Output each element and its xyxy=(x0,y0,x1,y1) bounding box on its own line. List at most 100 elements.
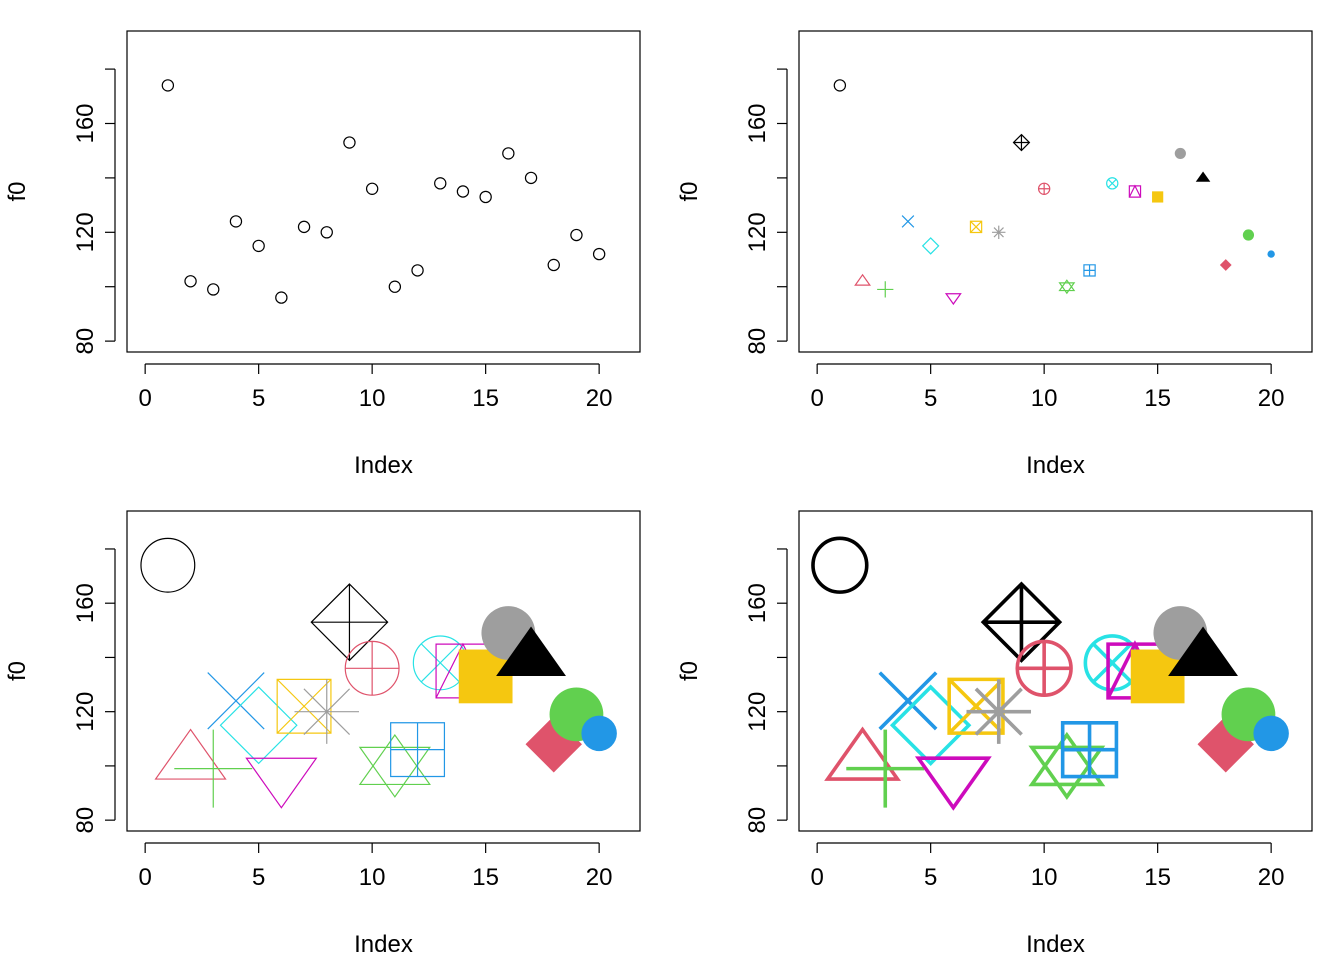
data-point xyxy=(388,280,402,293)
x-tick-label: 15 xyxy=(472,864,499,891)
data-point xyxy=(824,726,901,781)
y-tick-label: 160 xyxy=(744,103,771,143)
data-point xyxy=(344,640,400,696)
data-point xyxy=(252,239,265,253)
data-point xyxy=(854,273,871,286)
data-points xyxy=(811,536,1289,811)
data-point xyxy=(411,264,424,277)
y-tick-label: 120 xyxy=(744,212,771,252)
data-point xyxy=(294,679,360,744)
data-point xyxy=(184,275,197,288)
x-tick-label: 5 xyxy=(252,385,265,412)
y-tick-label: 160 xyxy=(72,103,99,143)
data-point xyxy=(524,171,538,185)
x-tick-label: 10 xyxy=(1031,385,1058,412)
y-tick-label: 120 xyxy=(744,692,771,732)
data-point xyxy=(966,679,1032,744)
x-tick-label: 20 xyxy=(586,385,613,412)
data-point xyxy=(1219,259,1232,271)
x-axis-label: Index xyxy=(1026,931,1085,958)
x-tick-label: 10 xyxy=(359,385,386,412)
data-point xyxy=(581,715,617,752)
y-tick-label: 160 xyxy=(744,583,771,623)
x-tick-label: 5 xyxy=(924,385,937,412)
data-point xyxy=(390,722,446,778)
data-point xyxy=(479,190,492,204)
x-axis-label: Index xyxy=(354,452,413,479)
x-tick-label: 15 xyxy=(1144,864,1171,891)
x-tick-label: 0 xyxy=(138,385,151,412)
plot-frame xyxy=(798,510,1313,832)
data-point xyxy=(229,215,243,228)
data-point xyxy=(207,672,265,730)
data-point xyxy=(456,185,470,198)
x-tick-label: 10 xyxy=(359,864,386,891)
y-tick-label: 80 xyxy=(72,807,99,834)
panel-top-left: 0 5 10 15 20 80 120 160 Index f0 xyxy=(4,30,641,479)
y-axis-label: f0 xyxy=(676,661,703,681)
data-point xyxy=(1168,626,1238,676)
data-point xyxy=(434,177,447,190)
y-tick-label: 80 xyxy=(72,328,99,355)
data-point xyxy=(1267,250,1275,258)
data-point xyxy=(161,79,175,92)
x-tick-label: 15 xyxy=(472,385,499,412)
data-point xyxy=(833,79,847,92)
panel-bottom-right: 0 5 10 15 20 80 120 160 Index f0 xyxy=(676,510,1313,958)
data-point xyxy=(901,215,915,228)
data-point xyxy=(1253,715,1289,752)
data-point xyxy=(1058,279,1076,295)
data-point xyxy=(969,220,983,234)
y-axis-label: f0 xyxy=(4,181,31,201)
data-points xyxy=(161,79,606,304)
data-point xyxy=(1012,133,1031,152)
data-point xyxy=(140,537,196,593)
data-point xyxy=(502,147,515,160)
data-point xyxy=(219,686,298,765)
y-tick-label: 80 xyxy=(744,807,771,834)
data-point xyxy=(207,283,220,296)
x-tick-label: 5 xyxy=(252,864,265,891)
data-point xyxy=(878,671,938,731)
data-point xyxy=(914,756,992,811)
data-point xyxy=(811,536,869,594)
data-point xyxy=(846,729,925,808)
data-point xyxy=(496,626,566,676)
data-point xyxy=(980,581,1063,663)
y-axis-label: f0 xyxy=(676,181,703,201)
data-point xyxy=(310,583,389,662)
plot-frame xyxy=(126,30,641,353)
data-point xyxy=(297,220,311,234)
data-point xyxy=(1060,720,1119,779)
y-axis-label: f0 xyxy=(4,661,31,681)
data-point xyxy=(547,258,560,272)
data-point xyxy=(320,226,333,239)
data-point xyxy=(1083,264,1096,277)
y-tick-label: 120 xyxy=(72,692,99,732)
data-point xyxy=(343,136,356,149)
x-tick-label: 15 xyxy=(1144,385,1171,412)
data-points xyxy=(833,79,1275,306)
plot-frame xyxy=(126,510,641,832)
data-point xyxy=(174,729,253,808)
data-point xyxy=(1015,639,1073,697)
x-axis-label: Index xyxy=(354,931,413,958)
data-point xyxy=(1037,182,1051,195)
data-point xyxy=(1128,184,1142,198)
y-tick-label: 80 xyxy=(744,328,771,355)
data-point xyxy=(276,678,332,734)
data-point xyxy=(1106,177,1119,190)
x-tick-label: 20 xyxy=(1258,385,1285,412)
data-point xyxy=(570,228,583,242)
x-tick-label: 20 xyxy=(586,864,613,891)
data-point xyxy=(1174,147,1186,160)
data-point xyxy=(947,677,1005,735)
plot-frame xyxy=(798,30,1313,353)
x-tick-label: 0 xyxy=(810,385,823,412)
data-point xyxy=(877,281,894,298)
data-point xyxy=(592,247,606,261)
y-tick-label: 160 xyxy=(72,583,99,623)
data-point xyxy=(1028,731,1106,800)
data-points xyxy=(140,537,617,809)
